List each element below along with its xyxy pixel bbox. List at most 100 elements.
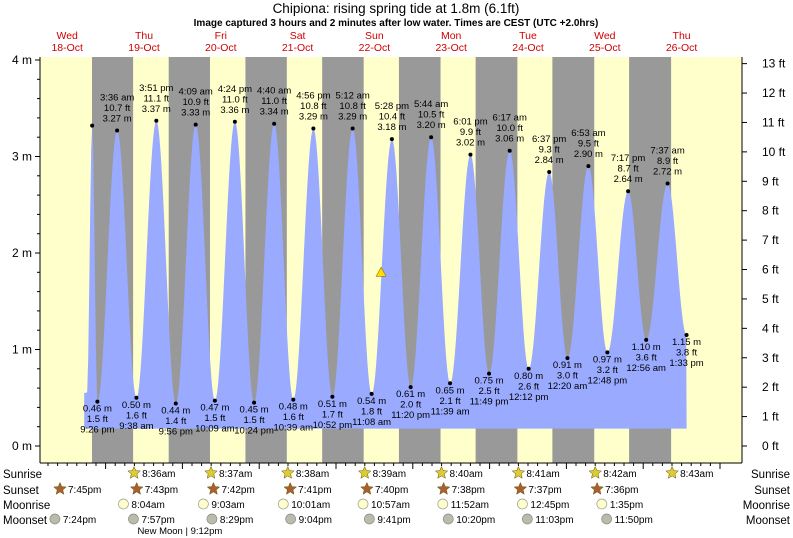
tide-point: [468, 152, 473, 157]
moonset-time: 9:41pm: [377, 515, 410, 526]
tide-point: [684, 333, 689, 338]
tide-label-line: 6:17 am: [493, 113, 527, 124]
sunset-icon: [53, 481, 67, 495]
tide-label-line: 10.5 ft: [418, 110, 445, 121]
moonrise-time: 8:04am: [131, 500, 164, 511]
sunrise-row-label-left: Sunrise: [3, 469, 42, 481]
moonset-time: 7:24pm: [63, 515, 96, 526]
tide-point: [605, 350, 610, 355]
tide-label-line: 0.54 m: [357, 396, 386, 407]
day-date: 26-Oct: [666, 42, 698, 54]
y-tick-label-m: 1 m: [12, 343, 32, 357]
y-tick-label-ft: 5 ft: [762, 292, 779, 306]
day-of-week: Wed: [594, 30, 616, 42]
sunset-time: 7:42pm: [221, 485, 254, 496]
tide-label-line: 3.33 m: [181, 108, 210, 119]
tide-point: [134, 395, 139, 400]
tide-label-line: 9.9 ft: [460, 127, 481, 138]
sunset-time: 7:41pm: [298, 485, 331, 496]
axes: 0 m 1 m 2 m 3 m 4 m 0 ft 1 ft 2 ft 3 ft 4 ft 5 ft 6…: [12, 30, 786, 469]
y-tick-label-m: 0 m: [12, 439, 32, 453]
moonset-time: 11:03pm: [535, 515, 573, 526]
low-tide-label: 0.46 m1.5 ft9:26 pm: [80, 404, 114, 436]
tide-label-line: 2.1 ft: [440, 396, 461, 407]
moonset-icon: [285, 513, 296, 525]
tide-label-line: 11.0 ft: [222, 94, 248, 105]
moonset-time: 10:20pm: [456, 515, 495, 526]
moonset-icon: [601, 513, 613, 525]
moonrise-time: 11:52am: [451, 500, 489, 511]
moonrise-icon: [118, 498, 129, 510]
tide-label-line: 4:56 pm: [296, 91, 330, 102]
tide-label-line: 12:56 am: [626, 363, 666, 374]
moonrise-icon: [357, 498, 369, 510]
y-tick-label-ft: 8 ft: [762, 204, 779, 218]
tide-label-line: 3.06 m: [495, 134, 524, 145]
sunset-icon: [129, 481, 144, 495]
day-of-week: Mon: [441, 30, 462, 42]
tide-label-line: 3.36 m: [220, 105, 249, 116]
tide-label-line: 5:44 am: [414, 99, 448, 110]
tide-point: [232, 119, 237, 124]
tide-label-line: 1.5 ft: [204, 413, 225, 424]
tide-label-line: 10:52 pm: [313, 420, 353, 431]
current-level-marker: [375, 266, 387, 277]
tide-point: [665, 181, 670, 186]
tide-label-line: 7:37 am: [650, 146, 684, 157]
moonrise-icon: [437, 498, 449, 510]
tide-label-line: 9.5 ft: [578, 139, 599, 150]
tide-label-line: 10.8 ft: [300, 101, 327, 112]
tide-label-line: 2.84 m: [535, 155, 564, 166]
tide-label-line: 11:08 am: [352, 417, 391, 428]
moonset-icon: [442, 513, 454, 525]
tide-label-line: 0.47 m: [200, 403, 229, 414]
tide-label-line: 3.37 m: [142, 104, 171, 115]
tide-label-line: 0.51 m: [318, 399, 347, 410]
tide-point: [565, 356, 570, 361]
sunset-icon: [436, 481, 451, 495]
tide-label-line: 1.6 ft: [126, 410, 147, 421]
tide-point: [90, 123, 95, 128]
sunset-time: 7:37pm: [528, 485, 561, 496]
sunset-icon: [590, 481, 604, 495]
day-of-week: Fri: [215, 30, 227, 42]
tide-label-line: 2.6 ft: [518, 381, 539, 392]
y-tick-label-m: 2 m: [12, 246, 32, 260]
sunrise-row-label-right: Sunrise: [751, 469, 790, 481]
tide-label-line: 1:33 pm: [669, 358, 703, 369]
moonset-icon: [49, 513, 61, 525]
tide-label-line: 10.7 ft: [104, 103, 131, 114]
tide-label-line: 9.3 ft: [539, 144, 560, 155]
sunrise-icon: [665, 465, 679, 479]
low-tide-label: 1.15 m3.8 ft1:33 pm: [669, 337, 703, 369]
y-tick-label-m: 3 m: [12, 150, 32, 164]
high-tide-label: 6:01 pm9.9 ft3.02 m: [453, 117, 487, 149]
day-of-week: Thu: [135, 30, 153, 42]
tide-label-line: 10.0 ft: [496, 123, 523, 134]
day-of-week: Thu: [673, 30, 691, 42]
sunrise-icon: [357, 465, 372, 479]
tide-label-line: 1.6 ft: [283, 412, 304, 423]
sunset-time: 7:45pm: [68, 485, 101, 496]
sunset-icon: [283, 481, 298, 495]
tide-point: [644, 337, 649, 342]
moonset-icon: [522, 513, 533, 525]
tide-label-line: 6:01 pm: [453, 117, 487, 128]
y-tick-label-ft: 12 ft: [762, 86, 786, 100]
tide-label-line: 0.80 m: [514, 371, 543, 382]
day-date: 25-Oct: [589, 42, 621, 54]
tide-label-line: 9:38 am: [119, 421, 153, 432]
tide-point: [311, 126, 316, 131]
moonset-icon: [206, 513, 218, 525]
tide-label-line: 11:39 am: [431, 406, 470, 417]
